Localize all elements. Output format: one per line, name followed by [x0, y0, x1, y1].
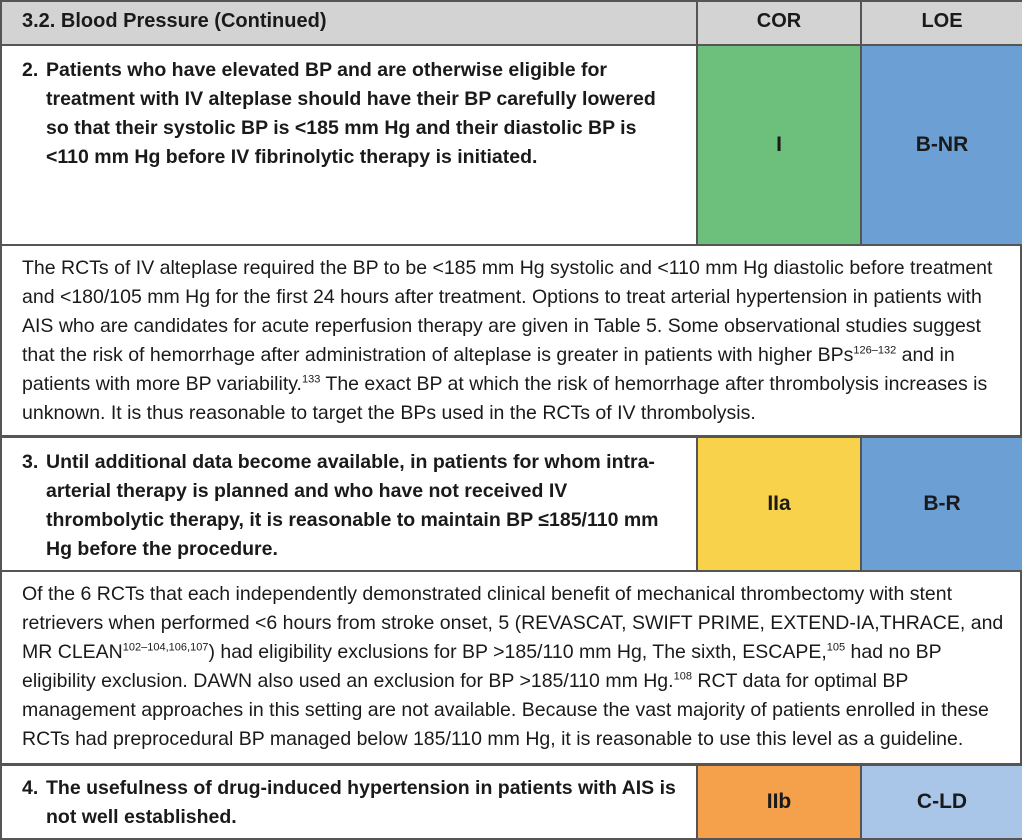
recommendation-row-4: 4. The usefulness of drug-induced hypert…	[2, 766, 1022, 840]
recommendation-number: 4.	[22, 777, 39, 799]
loe-column-header: LOE	[921, 10, 963, 32]
supporting-text-1: The RCTs of IV alteplase required the BP…	[2, 246, 1022, 438]
citation: 105	[826, 641, 846, 654]
recommendation-row-2: 2. Patients who have elevated BP and are…	[2, 46, 1022, 246]
recommendation-text: The usefulness of drug-induced hypertens…	[46, 777, 676, 828]
recommendation-number: 3.	[22, 451, 39, 473]
table-header: 3.2. Blood Pressure (Continued) COR LOE	[2, 0, 1022, 46]
recommendation-text-cell: 3. Until additional data become availabl…	[2, 438, 698, 570]
supporting-text-2: Of the 6 RCTs that each independently de…	[2, 572, 1022, 766]
recommendation-text-cell: 4. The usefulness of drug-induced hypert…	[2, 766, 698, 838]
cor-badge: IIa	[698, 438, 862, 570]
recommendation-row-3: 3. Until additional data become availabl…	[2, 438, 1022, 572]
cor-badge: I	[698, 46, 862, 244]
loe-badge: C-LD	[862, 766, 1022, 838]
recommendation-text: Until additional data become available, …	[46, 451, 659, 560]
citation: 133	[301, 373, 321, 386]
loe-badge: B-NR	[862, 46, 1022, 244]
loe-badge: B-R	[862, 438, 1022, 570]
recommendation-text-cell: 2. Patients who have elevated BP and are…	[2, 46, 698, 244]
recommendation-text: Patients who have elevated BP and are ot…	[46, 59, 656, 168]
citation: 102–104,106,107	[122, 641, 209, 654]
citation: 126–132	[853, 344, 897, 357]
section-title: 3.2. Blood Pressure (Continued)	[2, 2, 698, 44]
recommendation-number: 2.	[22, 59, 39, 81]
cor-badge: IIb	[698, 766, 862, 838]
cor-column-header: COR	[698, 2, 862, 44]
citation: 108	[673, 670, 692, 683]
